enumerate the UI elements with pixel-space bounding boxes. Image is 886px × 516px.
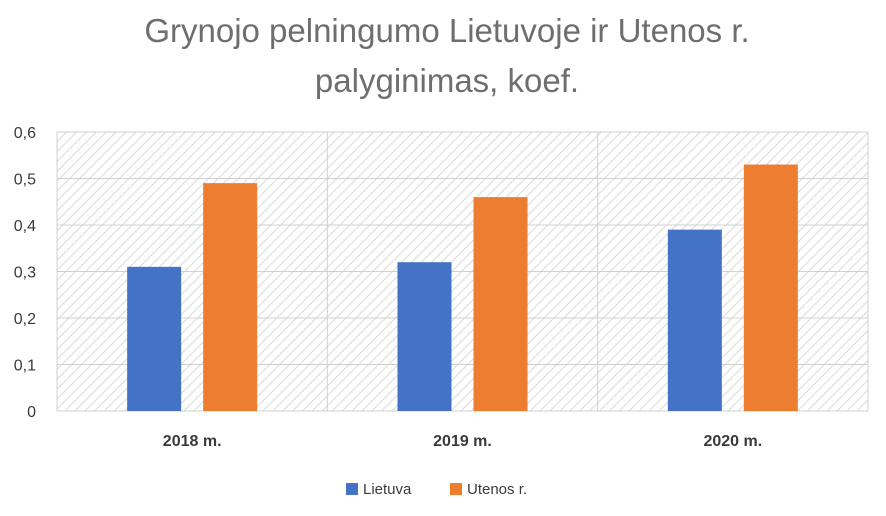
y-tick-label: 0: [27, 404, 36, 421]
y-tick-label: 0,3: [14, 265, 36, 282]
x-axis-category-labels: 2018 m. 2019 m. 2020 m.: [163, 433, 762, 450]
y-tick-label: 0,1: [14, 358, 36, 375]
legend-label: Lietuva: [363, 481, 412, 498]
gridlines: [57, 131, 868, 412]
bar-utenos-r-2: [473, 197, 528, 411]
legend-swatch: [450, 483, 462, 495]
legend-swatch: [346, 483, 358, 495]
y-tick-label: 0,4: [14, 218, 36, 235]
bars: [127, 164, 798, 411]
x-category-label: 2019 m.: [433, 433, 492, 450]
bar-utenos-r-3: [743, 164, 798, 411]
chart-title-line-1: Grynojo pelningumo Lietuvoje ir Utenos r…: [144, 12, 749, 49]
y-tick-label: 0,5: [14, 172, 36, 189]
y-tick-label: 0,6: [14, 125, 36, 142]
x-category-label: 2020 m.: [703, 433, 762, 450]
category-separators: [56, 132, 869, 411]
bar-lietuva-2: [397, 262, 452, 411]
y-axis-tick-labels: 0 0,1 0,2 0,3 0,4 0,5 0,6: [14, 125, 36, 421]
bar-lietuva-1: [127, 266, 182, 411]
y-tick-label: 0,2: [14, 311, 36, 328]
x-category-label: 2018 m.: [163, 433, 222, 450]
bar-utenos-r-1: [203, 183, 258, 411]
legend-label: Utenos r.: [467, 481, 527, 498]
chart-title-line-2: palyginimas, koef.: [315, 62, 579, 99]
legend: Lietuva Utenos r.: [346, 481, 527, 498]
bar-lietuva-3: [667, 229, 722, 411]
